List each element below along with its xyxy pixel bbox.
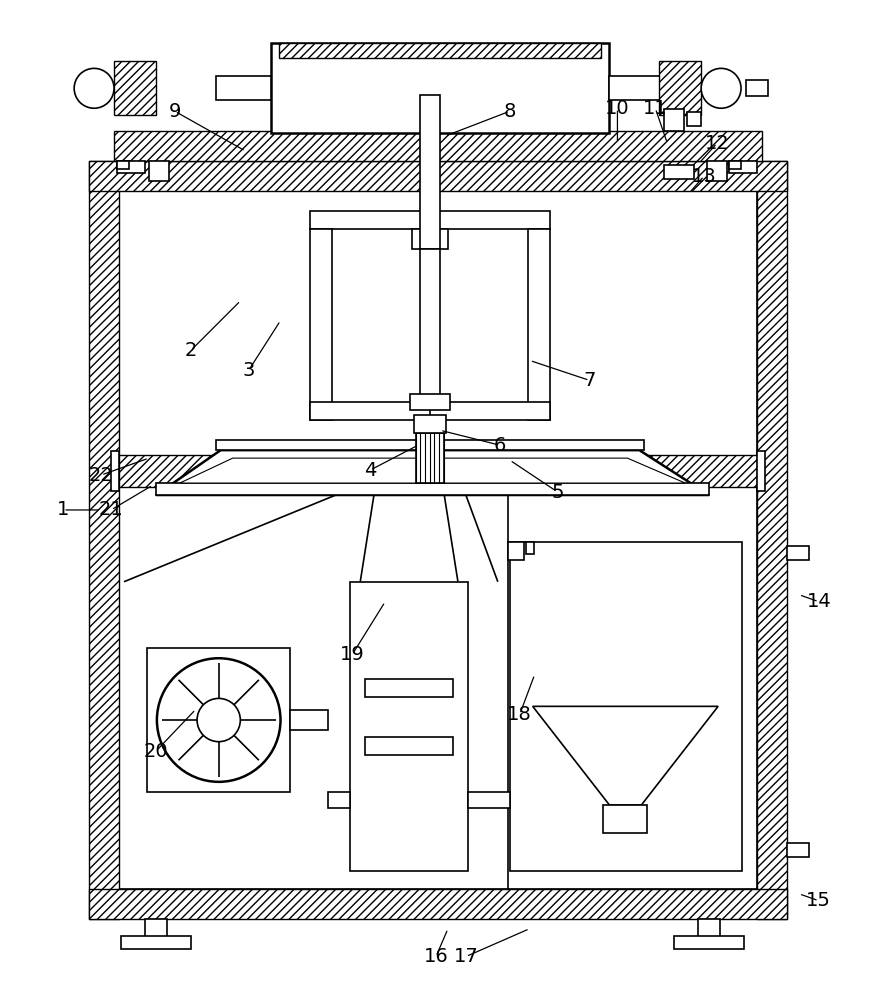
Text: 2: 2 <box>184 341 197 360</box>
Text: 22: 22 <box>89 466 113 485</box>
Bar <box>310 211 549 229</box>
Text: 12: 12 <box>704 134 729 153</box>
Polygon shape <box>180 458 685 483</box>
Bar <box>706 161 726 181</box>
Polygon shape <box>532 706 717 805</box>
Bar <box>290 710 328 730</box>
Bar <box>507 542 523 560</box>
Text: 21: 21 <box>98 500 123 519</box>
Bar <box>155 483 709 495</box>
Bar <box>145 919 167 941</box>
Polygon shape <box>155 450 709 495</box>
Text: 8: 8 <box>503 102 515 121</box>
Bar <box>270 43 608 133</box>
Text: 11: 11 <box>642 99 667 118</box>
Bar <box>467 792 509 808</box>
Text: 4: 4 <box>363 461 376 480</box>
Text: 1: 1 <box>57 500 69 519</box>
Bar <box>728 161 740 169</box>
Bar <box>114 131 761 161</box>
Text: 5: 5 <box>551 483 563 502</box>
Bar <box>148 161 169 181</box>
Text: 19: 19 <box>340 645 364 664</box>
Bar <box>89 161 119 919</box>
Bar <box>415 433 443 483</box>
Bar <box>410 394 450 410</box>
Bar <box>756 451 764 491</box>
Bar <box>420 95 440 249</box>
Bar <box>147 648 290 792</box>
Circle shape <box>701 68 740 108</box>
Circle shape <box>156 658 280 782</box>
Bar <box>697 919 719 941</box>
Bar <box>414 415 445 433</box>
Bar <box>215 440 644 450</box>
Bar <box>119 191 756 889</box>
Circle shape <box>197 698 240 742</box>
Bar <box>664 109 683 131</box>
Circle shape <box>74 68 114 108</box>
Bar <box>310 229 332 420</box>
Bar <box>412 229 448 249</box>
Text: 18: 18 <box>507 705 531 724</box>
Bar <box>328 792 350 808</box>
Text: 13: 13 <box>691 167 716 186</box>
Bar <box>745 80 767 96</box>
Text: 9: 9 <box>169 102 181 121</box>
Bar <box>664 165 694 179</box>
Bar <box>89 889 786 919</box>
Bar <box>310 402 549 420</box>
Text: 15: 15 <box>805 891 831 910</box>
Text: 20: 20 <box>143 742 168 761</box>
Text: 7: 7 <box>583 371 595 390</box>
Bar <box>527 229 549 420</box>
Bar <box>117 161 129 169</box>
Text: 6: 6 <box>493 436 506 455</box>
Bar <box>509 542 741 871</box>
Bar <box>365 679 452 697</box>
Text: 3: 3 <box>242 361 255 380</box>
Text: 16: 16 <box>423 947 448 966</box>
Bar <box>414 450 445 462</box>
Bar <box>350 582 467 871</box>
Bar <box>687 112 701 126</box>
Bar <box>215 76 270 100</box>
Bar <box>365 737 452 755</box>
Bar <box>608 76 664 100</box>
Bar <box>673 936 743 949</box>
Bar <box>756 161 786 919</box>
Bar <box>728 161 756 173</box>
Bar <box>786 546 808 560</box>
Bar <box>603 805 646 833</box>
Bar <box>111 451 119 491</box>
Bar <box>117 161 145 173</box>
Bar <box>658 61 701 115</box>
Bar <box>274 450 306 462</box>
Bar <box>559 450 579 495</box>
Bar <box>553 450 585 462</box>
Bar <box>525 542 533 554</box>
Text: 14: 14 <box>805 592 831 611</box>
Bar <box>89 161 786 191</box>
Bar <box>280 450 300 495</box>
Bar <box>420 249 440 402</box>
Bar <box>114 61 155 115</box>
Bar <box>420 450 440 495</box>
Text: 17: 17 <box>453 947 478 966</box>
Bar <box>121 936 191 949</box>
Bar <box>278 43 601 58</box>
Bar <box>119 455 756 487</box>
Bar <box>786 843 808 857</box>
Text: 10: 10 <box>604 99 629 118</box>
